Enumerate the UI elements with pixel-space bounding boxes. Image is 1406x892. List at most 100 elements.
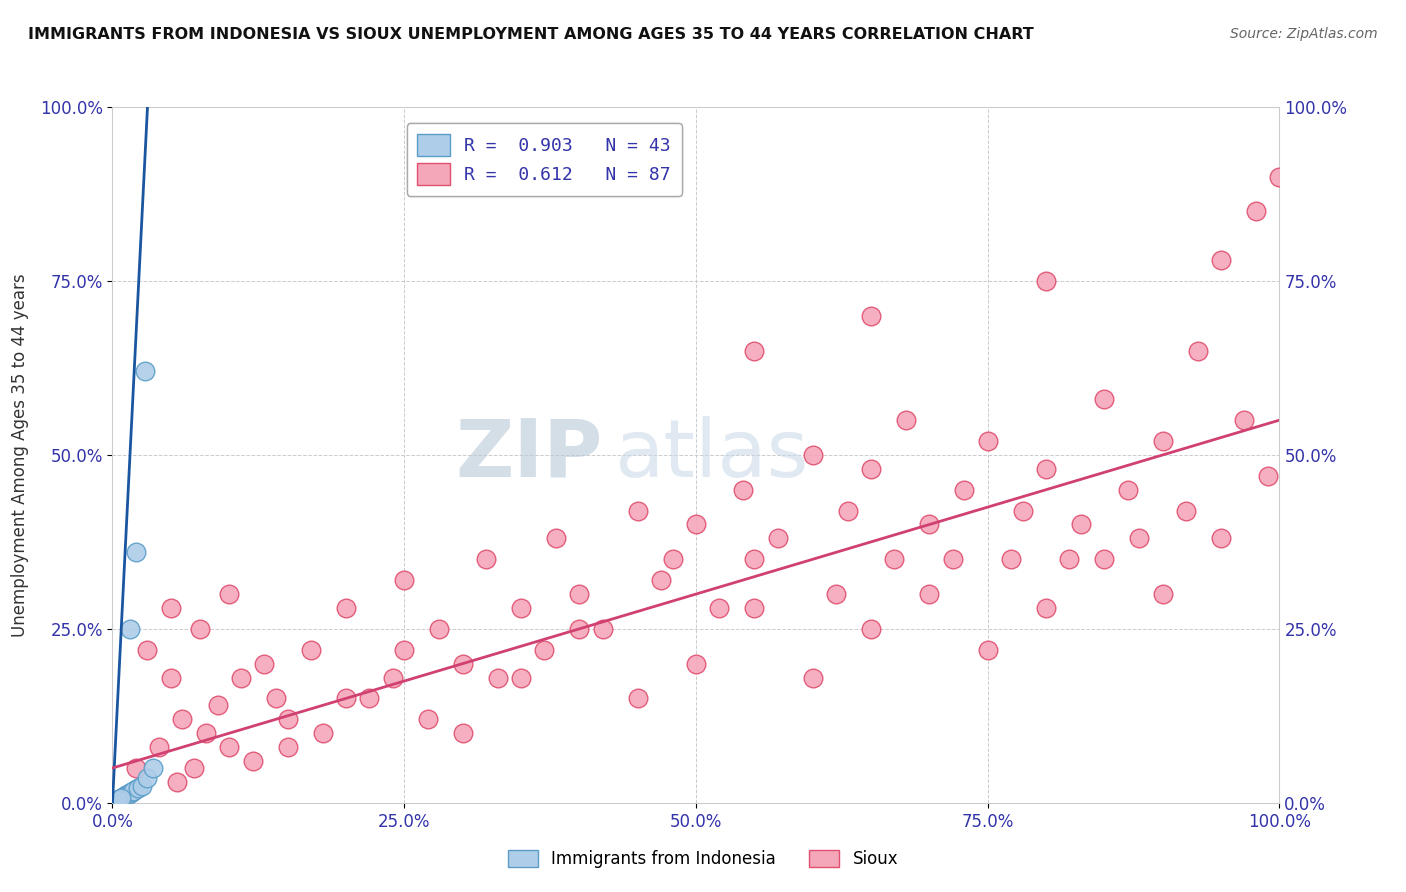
Point <box>1175 503 1198 517</box>
Point <box>801 671 824 685</box>
Point <box>685 657 707 671</box>
Legend: R =  0.903   N = 43, R =  0.612   N = 87: R = 0.903 N = 43, R = 0.612 N = 87 <box>406 123 682 196</box>
Point <box>104 795 127 809</box>
Point <box>110 791 132 805</box>
Point <box>837 503 859 517</box>
Point <box>125 545 148 559</box>
Point <box>125 761 148 775</box>
Point <box>650 573 672 587</box>
Point <box>127 781 149 796</box>
Point <box>142 761 165 775</box>
Point <box>160 601 183 615</box>
Point <box>118 787 141 801</box>
Point <box>1070 517 1092 532</box>
Point <box>1233 413 1256 427</box>
Point <box>172 712 194 726</box>
Point <box>475 552 498 566</box>
Point <box>1000 552 1022 566</box>
Point <box>131 779 153 793</box>
Point <box>1035 462 1057 476</box>
Point <box>108 792 131 806</box>
Point <box>825 587 848 601</box>
Point <box>115 788 138 802</box>
Point <box>918 517 941 532</box>
Point <box>976 434 998 448</box>
Point <box>568 622 591 636</box>
Point <box>229 671 252 685</box>
Point <box>207 698 229 713</box>
Point <box>183 761 205 775</box>
Point <box>416 712 439 726</box>
Point <box>509 601 531 615</box>
Point <box>742 601 765 615</box>
Point <box>276 740 298 755</box>
Point <box>685 517 707 532</box>
Point <box>110 791 132 805</box>
Point <box>104 794 127 808</box>
Point <box>160 671 183 685</box>
Point <box>742 343 765 358</box>
Point <box>1116 483 1139 497</box>
Point <box>731 483 754 497</box>
Point <box>942 552 965 566</box>
Point <box>299 642 322 657</box>
Point <box>107 793 129 807</box>
Point <box>1059 552 1081 566</box>
Point <box>883 552 905 566</box>
Point <box>335 601 357 615</box>
Point <box>1035 274 1057 288</box>
Y-axis label: Unemployment Among Ages 35 to 44 years: Unemployment Among Ages 35 to 44 years <box>11 273 28 637</box>
Point <box>976 642 998 657</box>
Point <box>148 740 170 755</box>
Point <box>108 792 131 806</box>
Point <box>120 785 142 799</box>
Point <box>218 587 240 601</box>
Point <box>136 642 159 657</box>
Point <box>766 532 789 546</box>
Point <box>111 790 134 805</box>
Point <box>335 691 357 706</box>
Point <box>104 794 127 808</box>
Point <box>1092 552 1115 566</box>
Point <box>1035 601 1057 615</box>
Point <box>104 794 127 808</box>
Point <box>1187 343 1209 358</box>
Point <box>859 622 883 636</box>
Point <box>918 587 941 601</box>
Point <box>105 794 128 808</box>
Point <box>111 790 134 805</box>
Legend: Immigrants from Indonesia, Sioux: Immigrants from Indonesia, Sioux <box>501 843 905 875</box>
Point <box>104 794 127 808</box>
Point <box>1128 532 1150 546</box>
Point <box>112 789 135 804</box>
Point <box>115 788 138 802</box>
Point <box>1209 253 1232 268</box>
Point <box>533 642 555 657</box>
Point <box>104 795 127 809</box>
Point <box>111 791 134 805</box>
Point <box>1257 468 1279 483</box>
Point <box>859 462 883 476</box>
Point <box>509 671 531 685</box>
Point <box>107 793 129 807</box>
Text: Source: ZipAtlas.com: Source: ZipAtlas.com <box>1230 27 1378 41</box>
Point <box>103 794 125 808</box>
Point <box>107 793 129 807</box>
Point <box>661 552 683 566</box>
Point <box>392 573 416 587</box>
Point <box>276 712 298 726</box>
Point <box>122 784 145 798</box>
Point <box>264 691 287 706</box>
Point <box>253 657 276 671</box>
Point <box>242 754 264 768</box>
Point <box>1268 169 1291 184</box>
Point <box>427 622 450 636</box>
Point <box>568 587 591 601</box>
Point <box>953 483 976 497</box>
Point <box>709 601 731 615</box>
Point <box>451 726 474 740</box>
Point <box>311 726 333 740</box>
Point <box>1092 392 1115 407</box>
Point <box>218 740 240 755</box>
Point <box>117 788 139 802</box>
